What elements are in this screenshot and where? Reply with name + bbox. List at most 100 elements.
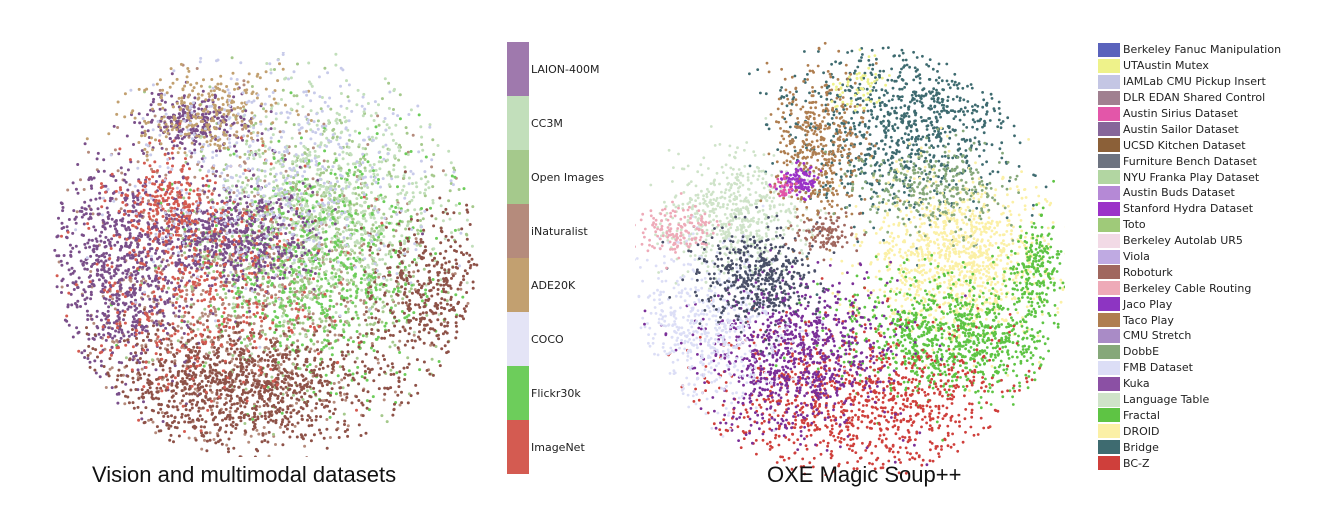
legend-swatch: [1098, 297, 1120, 312]
legend-label: UCSD Kitchen Dataset: [1123, 138, 1246, 152]
legend-item: DobbE: [1098, 344, 1334, 360]
legend-swatch: [1098, 249, 1120, 264]
legend-item: Berkeley Fanuc Manipulation: [1098, 42, 1334, 58]
legend-swatch: [1098, 313, 1120, 328]
legend-item: Berkeley Autolab UR5: [1098, 233, 1334, 249]
legend-swatch: [1098, 217, 1120, 232]
colorbar-segment-1: [507, 96, 529, 150]
legend-swatch: [1098, 122, 1120, 137]
legend-label: Berkeley Fanuc Manipulation: [1123, 43, 1282, 57]
legend-item: Furniture Bench Dataset: [1098, 153, 1334, 169]
legend-label: IAMLab CMU Pickup Insert: [1123, 75, 1266, 89]
legend-item: Fractal: [1098, 407, 1334, 423]
legend-label: Berkeley Autolab UR5: [1123, 234, 1243, 248]
legend-swatch: [1098, 74, 1120, 89]
right-cluster-23: [997, 179, 1065, 338]
left-tsne-plot: [53, 52, 479, 457]
legend-item: NYU Franka Play Dataset: [1098, 169, 1334, 185]
right-cluster-26: [667, 277, 1041, 476]
legend-swatch: [1098, 90, 1120, 105]
legend-label: Bridge: [1123, 440, 1159, 454]
left-cluster-7: [87, 141, 225, 254]
legend-label: Berkeley Cable Routing: [1123, 281, 1252, 295]
legend-item: Austin Sirius Dataset: [1098, 106, 1334, 122]
legend-label: Jaco Play: [1123, 297, 1173, 311]
legend-item: BC-Z: [1098, 455, 1334, 471]
colorbar-label: Flickr30k: [531, 386, 581, 400]
right-cluster-17: [759, 41, 902, 261]
left-cluster-5: [74, 52, 463, 349]
legend-item: Berkeley Cable Routing: [1098, 280, 1334, 296]
legend-swatch: [1098, 170, 1120, 185]
legend-label: Viola: [1123, 250, 1150, 264]
legend-swatch: [1098, 281, 1120, 296]
colorbar-segment-7: [507, 420, 529, 474]
legend-swatch: [1098, 408, 1120, 423]
legend-item: DROID: [1098, 423, 1334, 439]
colorbar-label: Open Images: [531, 170, 605, 184]
left-cluster-0: [125, 72, 287, 161]
legend-swatch: [1098, 58, 1120, 73]
legend-item: Roboturk: [1098, 264, 1334, 280]
legend-label: Austin Sailor Dataset: [1123, 122, 1239, 136]
colorbar-label: ImageNet: [531, 440, 585, 454]
legend-label: UTAustin Mutex: [1123, 59, 1209, 73]
left-cluster-3: [57, 63, 471, 457]
legend-item: Kuka: [1098, 376, 1334, 392]
legend-swatch: [1098, 360, 1120, 375]
legend-label: Toto: [1123, 218, 1146, 232]
colorbar-segment-4: [507, 258, 529, 312]
legend-label: BC-Z: [1123, 456, 1150, 470]
legend-swatch: [1098, 106, 1120, 121]
legend-swatch: [1098, 328, 1120, 343]
right-cluster-21: [643, 211, 967, 467]
left-colorbar: [507, 42, 529, 474]
right-cluster-19: [798, 127, 1020, 248]
right-tsne-plot: [635, 41, 1065, 476]
legend-swatch: [1098, 154, 1120, 169]
right-cluster-4: [769, 174, 798, 198]
right-cluster-23: [774, 253, 1060, 442]
legend-label: DROID: [1123, 424, 1160, 438]
right-cluster-1: [830, 48, 891, 112]
legend-item: Austin Sailor Dataset: [1098, 121, 1334, 137]
legend-item: Toto: [1098, 217, 1334, 233]
colorbar-segment-6: [507, 366, 529, 420]
colorbar-label: ADE20K: [531, 278, 576, 292]
legend-label: Taco Play: [1123, 313, 1174, 327]
right-legend: Berkeley Fanuc Manipulation UTAustin Mute…: [1098, 42, 1334, 471]
legend-item: UCSD Kitchen Dataset: [1098, 137, 1334, 153]
legend-label: Language Table: [1123, 393, 1210, 407]
right-plot-caption: OXE Magic Soup++: [767, 462, 962, 487]
colorbar-label: LAION-400M: [531, 62, 600, 76]
legend-swatch: [1098, 201, 1120, 216]
legend-item: Viola: [1098, 249, 1334, 265]
legend-swatch: [1098, 344, 1120, 359]
left-cluster-0: [53, 103, 244, 423]
legend-swatch: [1098, 392, 1120, 407]
colorbar-label: CC3M: [531, 116, 563, 130]
legend-label: Fractal: [1123, 408, 1160, 422]
legend-label: CMU Stretch: [1123, 329, 1192, 343]
legend-item: Stanford Hydra Dataset: [1098, 201, 1334, 217]
legend-item: Austin Buds Dataset: [1098, 185, 1334, 201]
legend-item: UTAustin Mutex: [1098, 58, 1334, 74]
legend-swatch: [1098, 376, 1120, 391]
legend-item: Jaco Play: [1098, 296, 1334, 312]
legend-swatch: [1098, 233, 1120, 248]
legend-swatch: [1098, 424, 1120, 439]
legend-item: DLR EDAN Shared Control: [1098, 90, 1334, 106]
left-cluster-0: [113, 148, 424, 313]
left-cluster-4: [85, 62, 313, 170]
legend-item: IAMLab CMU Pickup Insert: [1098, 74, 1334, 90]
legend-item: Language Table: [1098, 392, 1334, 408]
legend-item: FMB Dataset: [1098, 360, 1334, 376]
colorbar-segment-0: [507, 42, 529, 96]
legend-swatch: [1098, 440, 1120, 455]
colorbar-segment-3: [507, 204, 529, 258]
legend-swatch: [1098, 138, 1120, 153]
left-plot-caption: Vision and multimodal datasets: [92, 462, 397, 487]
right-cluster-14: [784, 211, 866, 262]
legend-label: Kuka: [1123, 377, 1150, 391]
right-cluster-15: [635, 192, 731, 270]
